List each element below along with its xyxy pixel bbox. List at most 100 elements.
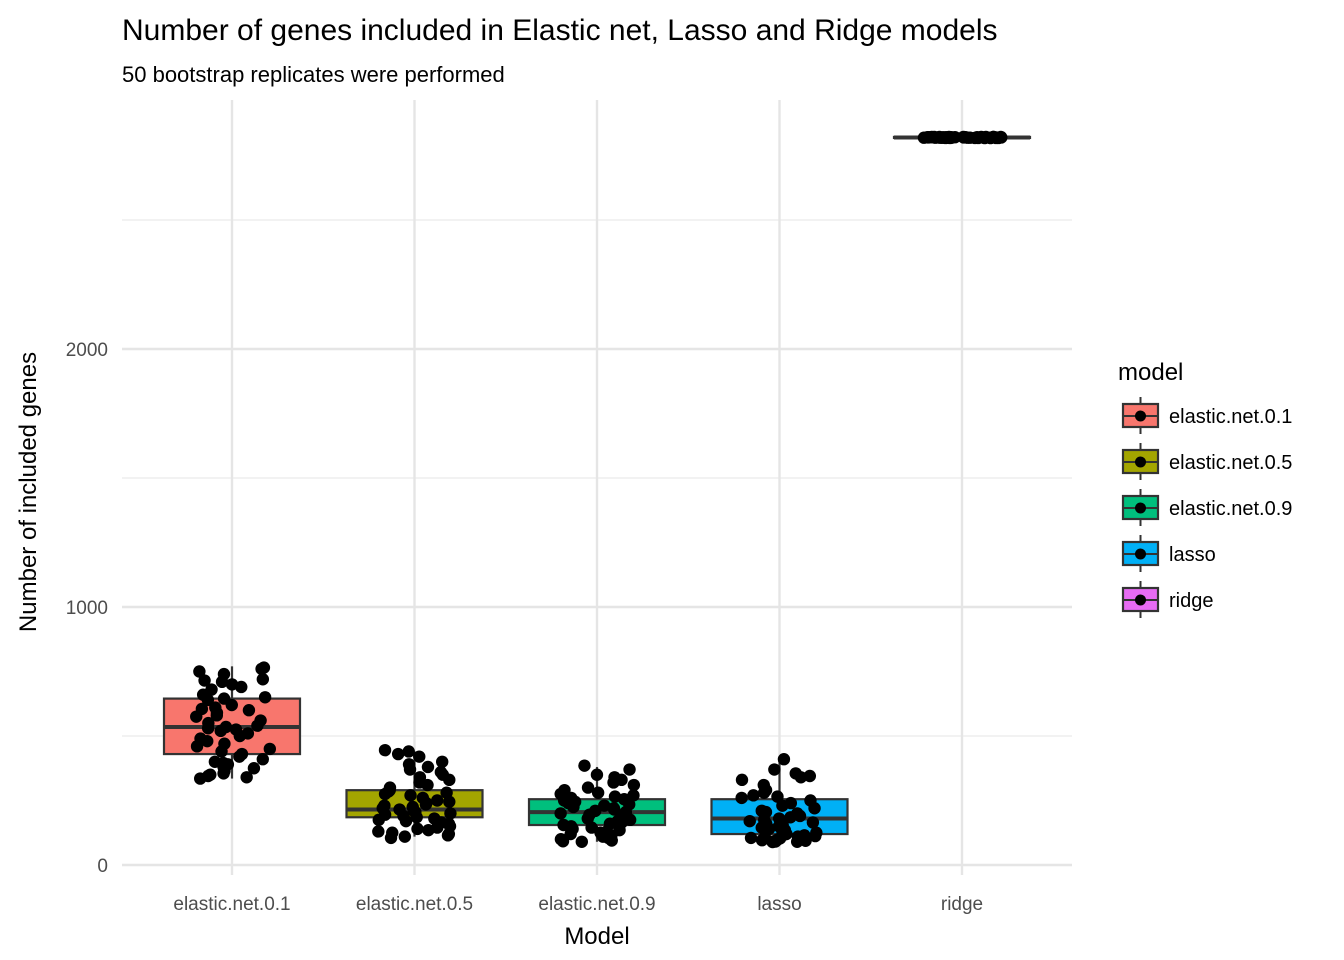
data-point (404, 789, 417, 802)
data-point (413, 750, 426, 763)
x-tick-label: ridge (941, 894, 983, 915)
data-point (556, 835, 570, 848)
legend-label: lasso (1169, 544, 1216, 566)
data-point (384, 831, 398, 845)
data-point (809, 829, 822, 843)
data-point (777, 753, 791, 766)
data-point (398, 830, 412, 843)
data-point (957, 130, 970, 144)
y-tick-label: 1000 (66, 598, 108, 619)
data-point (766, 835, 779, 849)
data-point (215, 675, 229, 689)
data-point (554, 807, 567, 820)
data-point (210, 709, 224, 722)
data-point (793, 809, 807, 823)
data-point (402, 745, 415, 758)
data-point (627, 778, 641, 792)
data-point (190, 710, 203, 723)
data-point (808, 802, 821, 815)
data-point (735, 791, 748, 805)
chart-title: Number of genes included in Elastic net,… (122, 14, 998, 47)
data-point (217, 767, 230, 780)
data-point (247, 762, 261, 775)
data-point (403, 763, 417, 776)
y-axis-ticks: 0 1000 2000 (66, 340, 108, 877)
data-point (607, 776, 620, 789)
x-tick-label: elastic.net.0.1 (173, 894, 290, 915)
data-point (194, 772, 207, 785)
data-point (444, 807, 457, 820)
data-point (258, 691, 272, 704)
data-point (743, 814, 756, 828)
x-axis-title: Model (564, 923, 629, 950)
data-point (581, 781, 595, 794)
data-point (419, 798, 433, 811)
y-tick-label: 0 (97, 856, 108, 877)
legend: model elastic.net.0.1 elastic.net.0.5 elas… (1118, 359, 1292, 618)
data-point (806, 816, 820, 829)
data-point (747, 789, 760, 802)
data-point (735, 773, 749, 787)
data-point (443, 773, 456, 787)
y-axis-title: Number of included genes (15, 352, 42, 632)
data-point (578, 759, 591, 772)
data-point (755, 834, 769, 847)
data-point (623, 763, 636, 776)
data-point (233, 750, 246, 763)
legend-key-point (1135, 594, 1146, 606)
data-point (771, 790, 784, 803)
legend-label: elastic.net.0.1 (1169, 406, 1292, 428)
data-point (242, 704, 256, 717)
data-point (567, 800, 580, 814)
data-point (598, 799, 611, 812)
data-point (235, 680, 248, 694)
x-tick-label: lasso (757, 894, 801, 915)
data-point (744, 831, 758, 845)
legend-key-point (1135, 502, 1146, 514)
data-point (421, 778, 434, 792)
data-point (411, 822, 424, 836)
data-point (431, 794, 444, 807)
jitter-points (190, 130, 1008, 849)
legend-label: ridge (1169, 590, 1213, 612)
legend-key-point (1135, 410, 1146, 422)
data-point (790, 835, 804, 848)
data-point (256, 753, 269, 766)
x-axis-ticks: elastic.net.0.1 elastic.net.0.5 elastic.ne… (173, 894, 983, 915)
x-tick-label: elastic.net.0.5 (356, 894, 473, 915)
data-point (421, 760, 435, 774)
data-point (233, 729, 247, 743)
data-point (435, 755, 449, 768)
data-point (968, 131, 982, 145)
y-tick-label: 2000 (66, 340, 108, 361)
data-point (441, 829, 455, 842)
data-point (225, 698, 238, 712)
data-point (198, 674, 211, 687)
data-point (987, 130, 1000, 144)
chart-subtitle: 50 bootstrap replicates were performed (122, 62, 505, 87)
data-point (257, 661, 271, 674)
data-point (590, 768, 604, 781)
data-point (768, 763, 781, 776)
data-point (575, 835, 589, 848)
data-point (443, 795, 456, 808)
legend-title: model (1118, 359, 1183, 386)
data-point (190, 740, 204, 753)
data-point (591, 786, 605, 799)
data-point (240, 771, 253, 784)
data-point (378, 787, 392, 801)
legend-label: elastic.net.0.5 (1169, 452, 1292, 474)
data-point (776, 799, 789, 812)
data-point (263, 742, 277, 756)
data-point (201, 734, 214, 748)
data-point (757, 786, 771, 799)
data-point (410, 811, 423, 824)
data-point (193, 665, 206, 678)
data-point (378, 743, 392, 757)
data-point (784, 811, 797, 824)
legend-key-point (1135, 456, 1146, 468)
data-point (794, 771, 808, 784)
data-point (372, 813, 385, 827)
data-point (256, 673, 270, 686)
